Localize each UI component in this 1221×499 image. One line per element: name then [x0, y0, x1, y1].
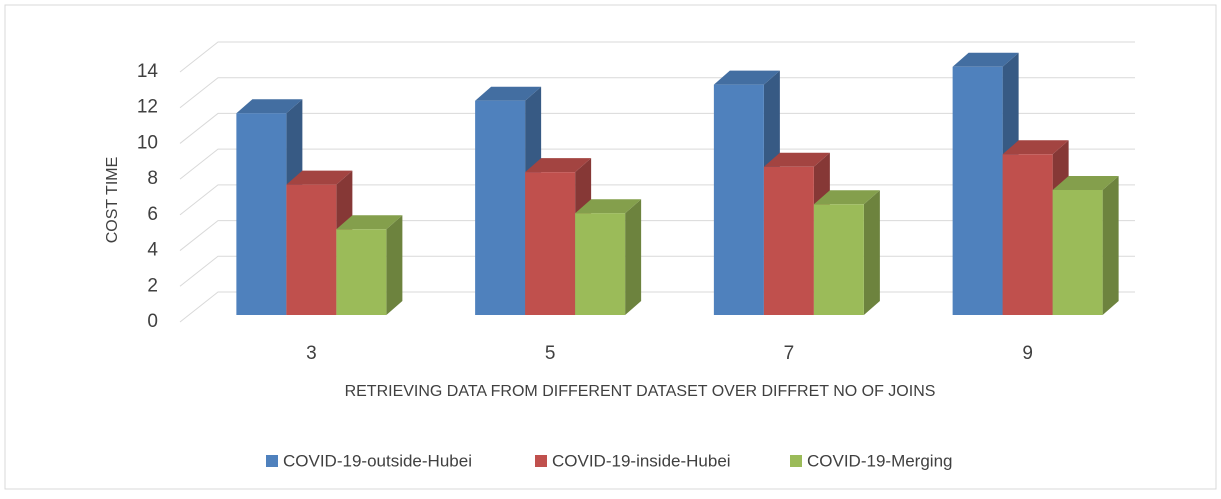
bar-top — [952, 52, 1019, 67]
bar-top — [713, 70, 780, 85]
bar-top — [575, 199, 642, 214]
bar — [336, 229, 387, 315]
y-tick-label: 12 — [137, 97, 158, 118]
bar — [763, 166, 814, 315]
grid-line — [179, 148, 1135, 180]
y-tick-label: 2 — [147, 275, 158, 296]
bar — [952, 66, 1003, 316]
bar — [475, 100, 526, 315]
grid-line — [179, 112, 1135, 144]
legend-swatch — [535, 455, 547, 467]
bar-top — [525, 158, 592, 173]
bar-top — [336, 215, 403, 230]
bar-side — [863, 190, 880, 315]
bar-top — [813, 190, 880, 205]
grid-line — [179, 41, 1135, 73]
legend-swatch — [266, 455, 278, 467]
bar-top — [475, 86, 542, 101]
y-tick-label: 8 — [147, 168, 158, 189]
bar-side — [386, 215, 403, 315]
y-tick-label: 6 — [147, 204, 158, 225]
legend-label: COVID-19-Merging — [807, 451, 953, 470]
x-tick-label: 3 — [306, 343, 317, 364]
bar-top — [1052, 176, 1119, 190]
legend-label: COVID-19-inside-Hubei — [552, 451, 731, 470]
y-tick-label: 4 — [147, 240, 158, 261]
x-tick-label: 9 — [1022, 343, 1033, 364]
legend-label: COVID-19-outside-Hubei — [283, 451, 472, 470]
bar — [1052, 190, 1103, 315]
bar — [713, 84, 764, 316]
bar — [525, 172, 576, 315]
bar-side — [625, 199, 642, 315]
x-tick-label: 7 — [784, 343, 795, 364]
bar — [813, 204, 864, 315]
x-tick-label: 5 — [545, 343, 556, 364]
y-tick-label: 10 — [137, 132, 158, 153]
bar-top — [763, 152, 830, 167]
y-axis-label: COST TIME — [104, 157, 121, 244]
legend-swatch — [790, 455, 802, 467]
x-axis-label: RETRIEVING DATA FROM DIFFERENT DATASET O… — [345, 383, 936, 400]
bar-top — [286, 170, 353, 185]
grid-line — [179, 77, 1135, 109]
bar — [286, 184, 337, 315]
bar-top — [236, 99, 303, 114]
bar-top — [1002, 140, 1069, 155]
bar — [1002, 154, 1053, 315]
y-tick-label: 14 — [137, 61, 159, 82]
bar-side — [1102, 176, 1119, 315]
bar — [236, 113, 287, 315]
y-tick-label: 0 — [147, 311, 158, 332]
bar — [575, 213, 626, 315]
